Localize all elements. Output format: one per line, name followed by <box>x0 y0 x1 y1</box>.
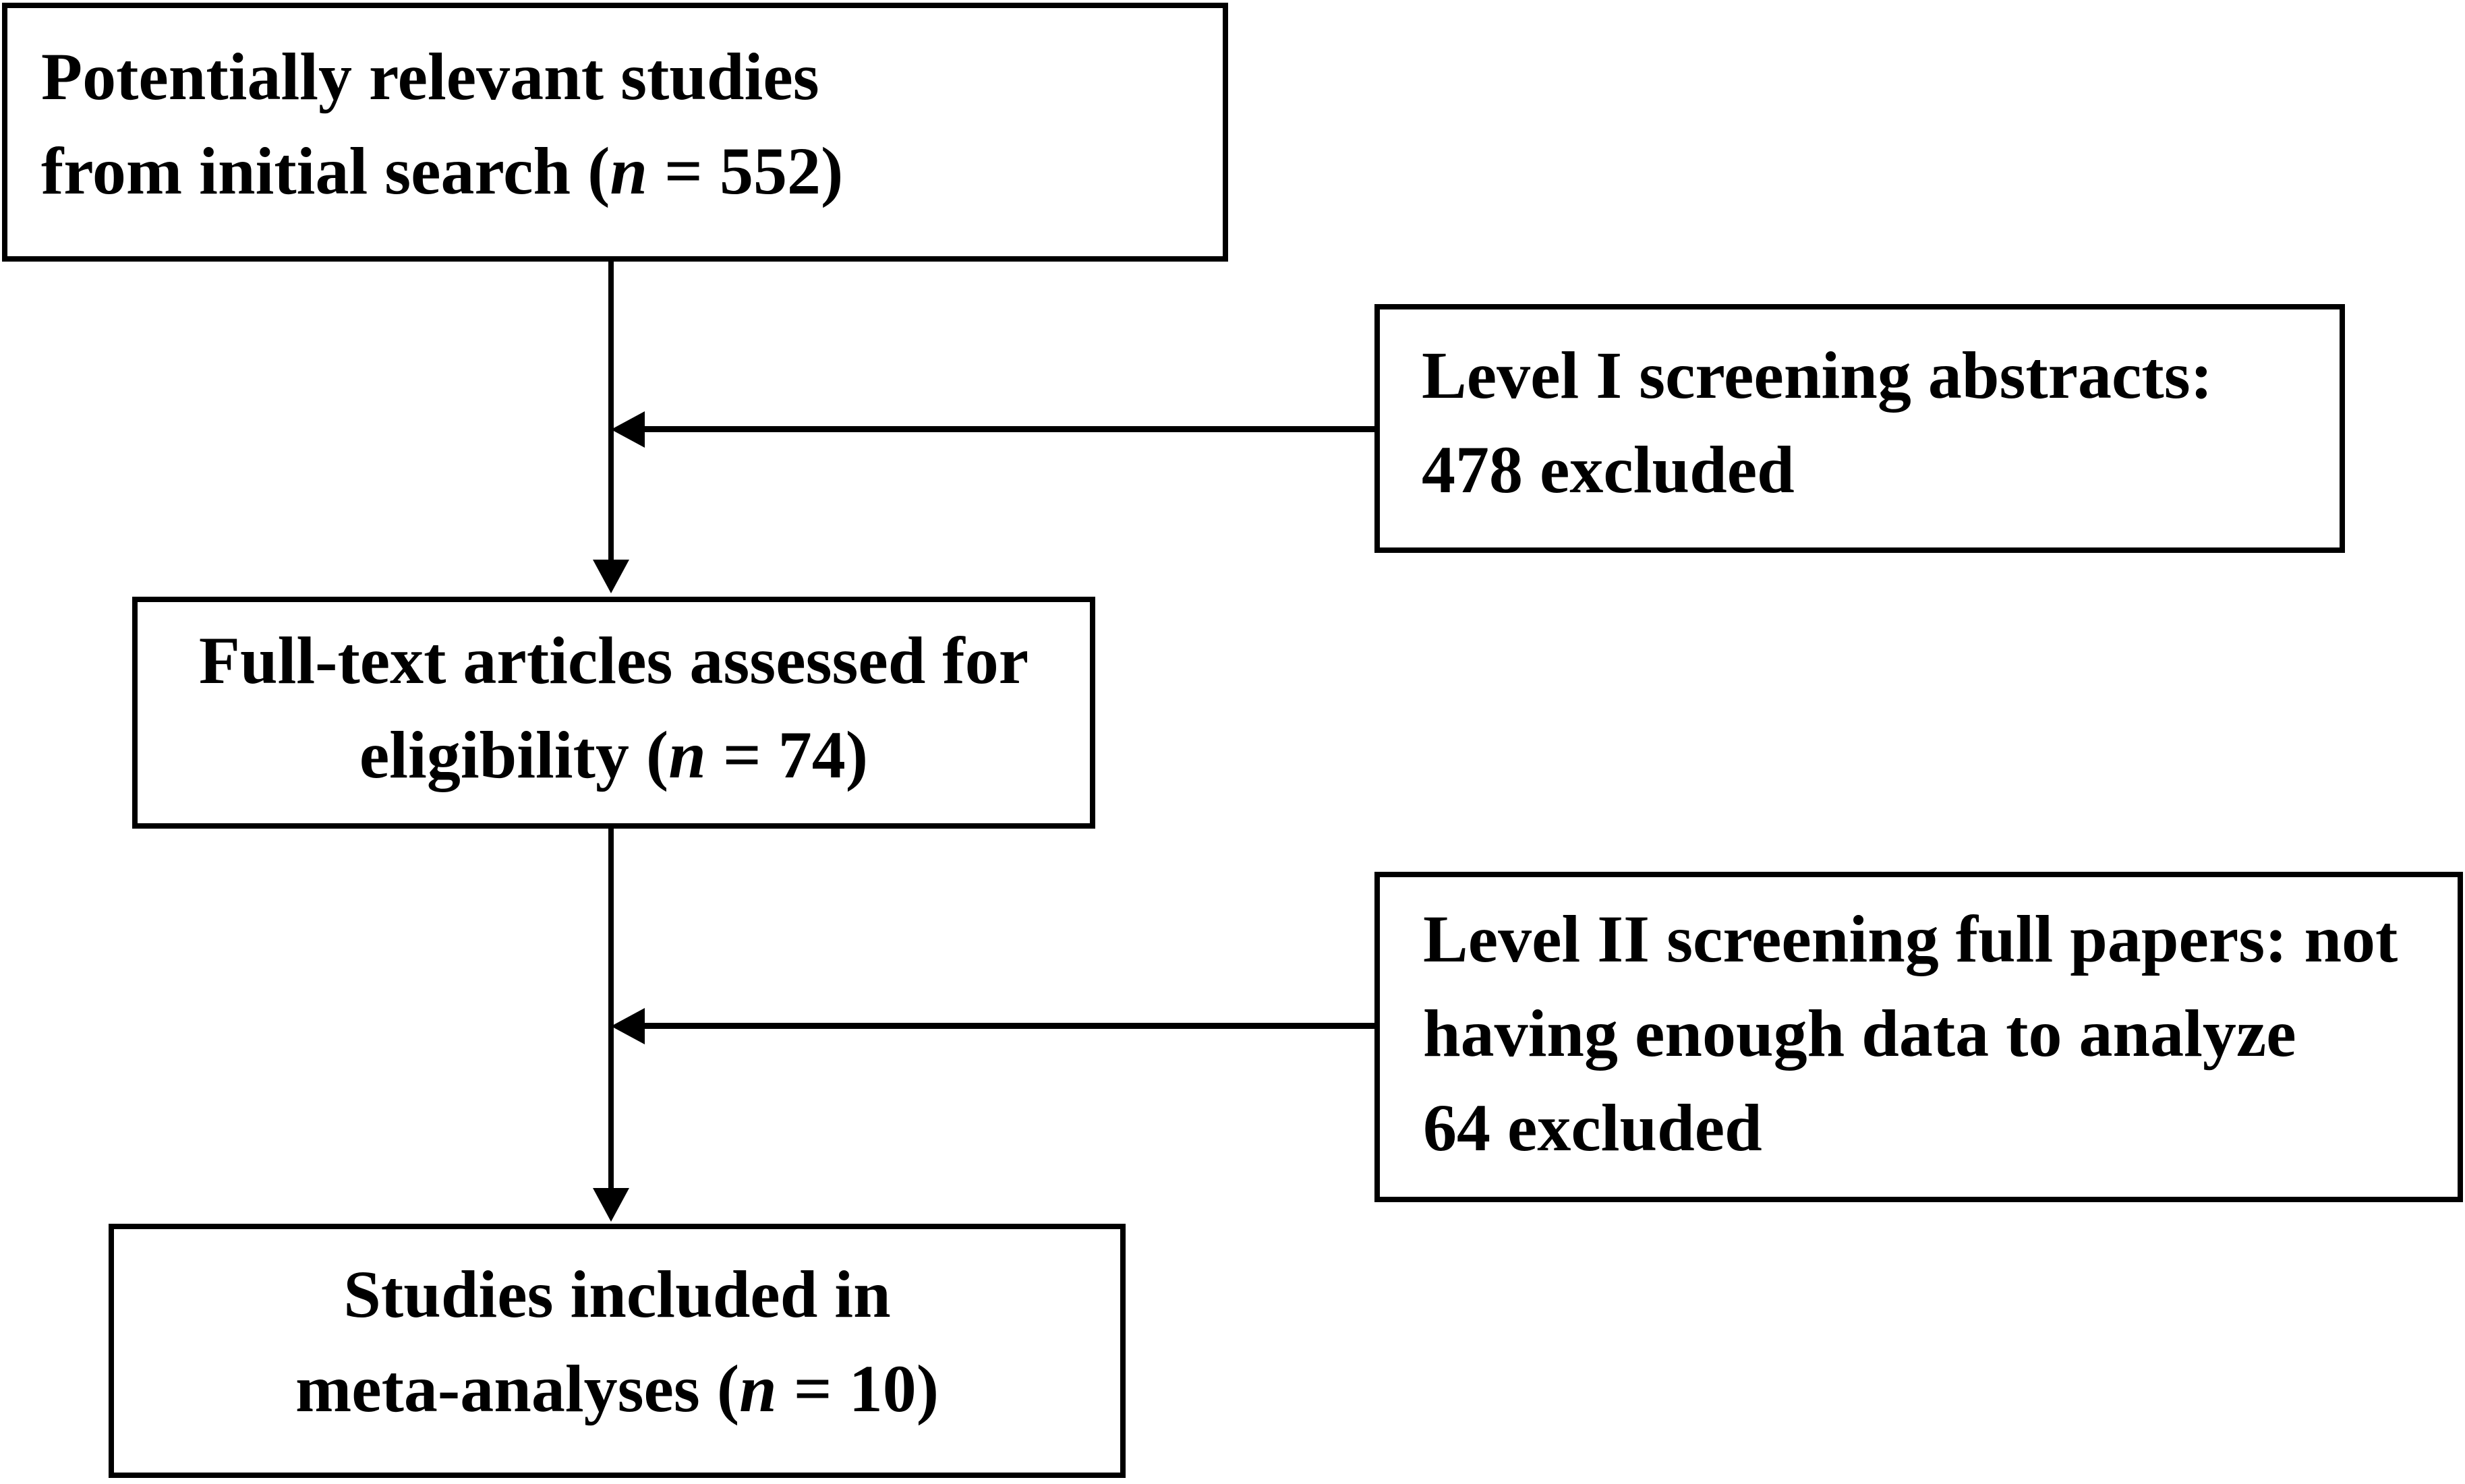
box-line: Level I screening abstracts: <box>1422 328 2326 423</box>
text: = 74) <box>705 717 869 792</box>
box-line: Full-text articles assessed for <box>143 614 1084 708</box>
text: = 10) <box>776 1351 939 1426</box>
box-line: from initial search (n = 552) <box>41 124 1209 218</box>
text: 478 excluded <box>1422 432 1795 507</box>
box-included-in-meta-analyses: Studies included in meta-analyses (n = 1… <box>109 1224 1126 1478</box>
math-var-n: n <box>610 133 648 208</box>
box-line: having enough data to analyze <box>1423 986 2452 1081</box>
text: meta-analyses ( <box>295 1351 740 1426</box>
box-line: 478 excluded <box>1422 423 2326 517</box>
box-line: 64 excluded <box>1423 1081 2452 1175</box>
text: Level II screening full papers: not <box>1423 901 2398 976</box>
math-var-n: n <box>668 717 706 792</box>
math-var-n: n <box>739 1351 777 1426</box>
text: 64 excluded <box>1423 1090 1762 1165</box>
connector-level1-to-mainline <box>642 426 1374 432</box>
box-fulltext-assessed: Full-text articles assessed for eligibil… <box>132 597 1095 829</box>
text: having enough data to analyze <box>1423 996 2296 1071</box>
box-initial-search: Potentially relevant studies from initia… <box>2 3 1228 262</box>
text: Level I screening abstracts: <box>1422 337 2213 413</box>
arrowhead-left-from-level1 <box>611 411 645 448</box>
box-level1-screening-excluded: Level I screening abstracts: 478 exclude… <box>1374 304 2345 553</box>
arrowhead-left-from-level2 <box>611 1008 645 1044</box>
text: from initial search ( <box>41 133 610 208</box>
box-line: Potentially relevant studies <box>41 30 1209 124</box>
connector-level2-to-mainline <box>642 1023 1374 1029</box>
box-line: eligibility (n = 74) <box>143 708 1084 802</box>
text: Potentially relevant studies <box>41 39 819 114</box>
text: Full-text articles assessed for <box>198 623 1029 698</box>
box-line: Studies included in <box>119 1247 1115 1342</box>
box-line: Level II screening full papers: not <box>1423 892 2452 986</box>
box-line: meta-analyses (n = 10) <box>119 1342 1115 1436</box>
text: Studies included in <box>343 1256 891 1332</box>
arrowhead-down-into-fulltext <box>593 560 629 593</box>
text: eligibility ( <box>359 717 669 792</box>
box-level2-screening-excluded: Level II screening full papers: not havi… <box>1374 872 2463 1202</box>
text: = 552) <box>647 133 844 208</box>
arrowhead-down-into-included <box>593 1188 629 1222</box>
